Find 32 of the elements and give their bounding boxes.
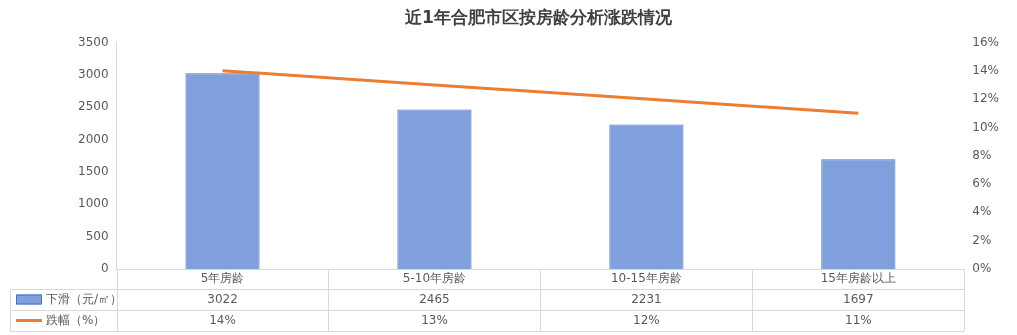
chart-title: 近1年合肥市区按房龄分析涨跌情况 <box>404 6 673 27</box>
data-label: 14% <box>209 312 236 327</box>
y-tick-label: 3000 <box>77 66 109 81</box>
y2-tick-label: 2% <box>972 232 992 247</box>
data-label: 13% <box>421 312 448 327</box>
y2-tick-label: 10% <box>972 119 999 134</box>
y2-tick-label: 16% <box>972 34 999 49</box>
x-tick-label: 5年房龄 <box>200 271 245 286</box>
data-label: 1697 <box>843 291 874 306</box>
data-label: 2465 <box>419 291 450 306</box>
y2-tick-label: 12% <box>972 91 999 106</box>
y-tick-label: 2000 <box>77 131 109 146</box>
x-tick-label: 10-15年房龄 <box>610 271 682 286</box>
y-tick-label: 3500 <box>77 34 109 49</box>
data-label: 12% <box>633 312 660 327</box>
y-tick-label: 1500 <box>77 164 109 179</box>
data-label: 2231 <box>631 291 662 306</box>
data-label: 11% <box>845 312 872 327</box>
y2-tick-label: 0% <box>972 261 992 276</box>
y2-tick-label: 8% <box>972 147 992 162</box>
y-tick-label: 1000 <box>77 196 109 211</box>
y2-tick-label: 6% <box>972 176 992 191</box>
y-tick-label: 0 <box>100 261 109 276</box>
y-tick-label: 500 <box>85 228 109 243</box>
x-tick-label: 5-10年房龄 <box>402 271 467 286</box>
legend-label: 下滑（元/㎡） <box>46 291 123 306</box>
y-tick-label: 2500 <box>77 99 109 114</box>
legend-label: 跌幅（%） <box>46 312 106 327</box>
data-label: 3022 <box>207 291 238 306</box>
x-tick-label: 15年房龄以上 <box>820 271 896 286</box>
y2-tick-label: 14% <box>972 62 999 77</box>
y2-tick-label: 4% <box>972 204 992 219</box>
